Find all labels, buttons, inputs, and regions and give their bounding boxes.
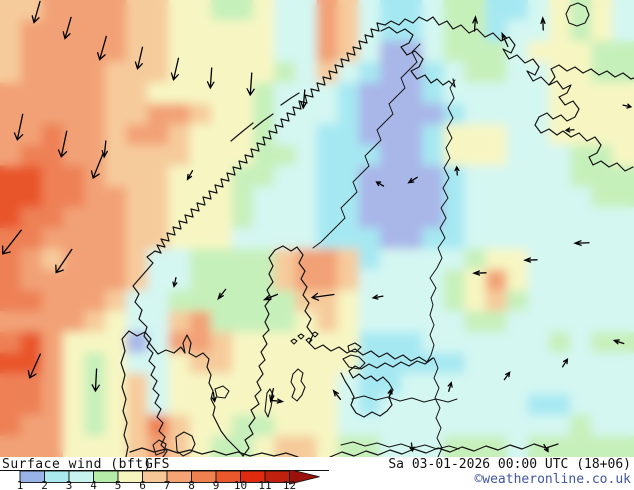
wind-map-canvas: [0, 0, 634, 457]
svg-text:12: 12: [283, 479, 296, 490]
wind-scale-colorbar: 1 2 3 4 5 6 7 8 9 10 11 12: [17, 470, 320, 490]
svg-text:3: 3: [66, 479, 73, 490]
svg-text:4: 4: [90, 479, 97, 490]
legend-model-label: GFS: [145, 457, 170, 472]
svg-text:9: 9: [213, 479, 220, 490]
legend-bar: Surface wind (bft) GFS 1 2 3 4 5 6 7 8 9 10 11 12 S…: [0, 457, 634, 490]
svg-text:10: 10: [234, 479, 247, 490]
svg-text:8: 8: [188, 479, 195, 490]
svg-text:7: 7: [164, 479, 171, 490]
svg-text:2: 2: [41, 479, 48, 490]
svg-text:5: 5: [115, 479, 122, 490]
legend-underline: [0, 470, 329, 471]
forecast-timestamp: Sa 03-01-2026 00:00 UTC (18+06): [388, 457, 631, 472]
svg-text:11: 11: [258, 479, 271, 490]
svg-text:1: 1: [17, 479, 24, 490]
svg-text:6: 6: [139, 479, 146, 490]
legend-title: Surface wind (bft): [2, 457, 152, 472]
copyright-watermark: ©weatheronline.co.uk: [474, 472, 631, 487]
